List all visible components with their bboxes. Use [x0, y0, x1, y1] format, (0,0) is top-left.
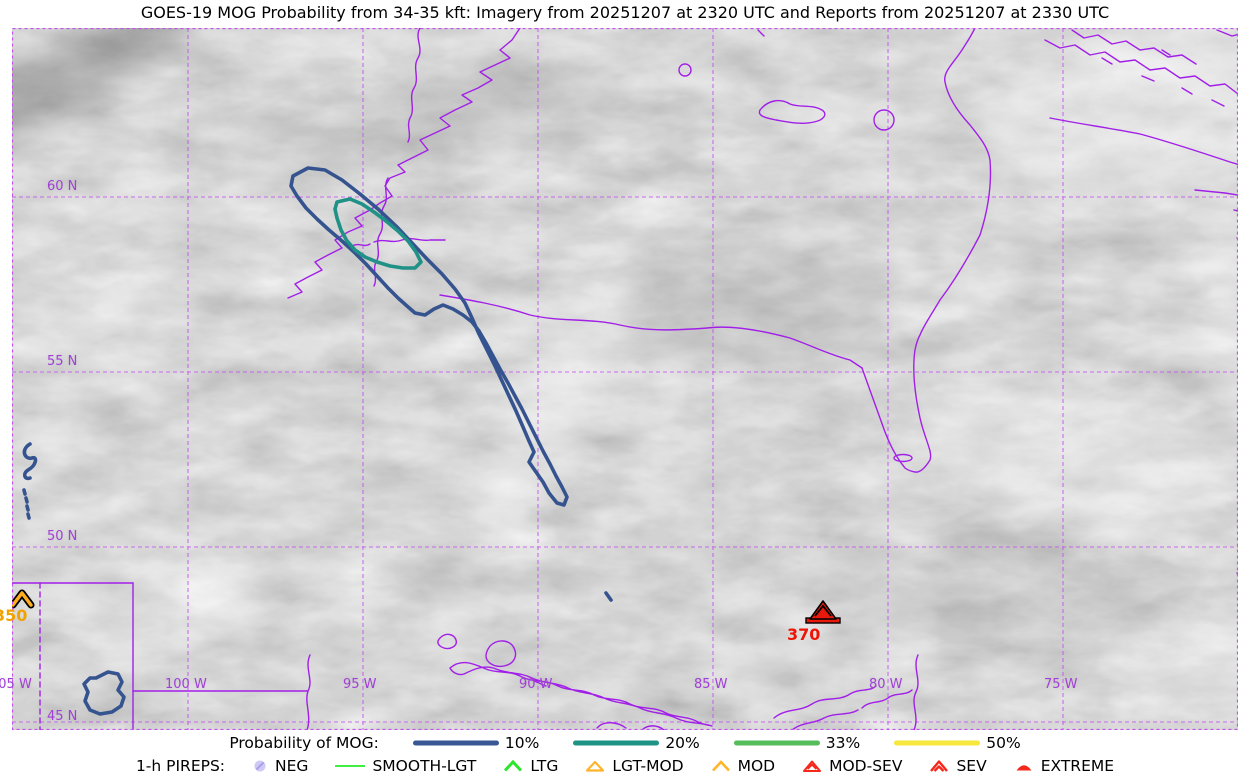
map-frame	[12, 28, 1238, 730]
legend-item-10pct: 10%	[412, 734, 540, 752]
legend-item-label: 20%	[665, 734, 700, 752]
legend-item-50pct: 50%	[894, 734, 1021, 752]
ltg-caret-icon	[504, 759, 523, 772]
lon-label-105w: 105 W	[0, 677, 32, 692]
lon-label-80w: 80 W	[869, 677, 903, 692]
lon-label-90w: 90 W	[519, 677, 553, 692]
lat-label-50n: 50 N	[47, 529, 78, 544]
extreme-triangle-icon	[1016, 765, 1032, 771]
neg-circle-slash-icon	[254, 760, 266, 772]
lon-label-95w: 95 W	[343, 677, 377, 692]
legend-item-label: MOD	[737, 757, 776, 775]
sev-double-caret-icon	[930, 760, 949, 772]
lon-label-100w: 100 W	[165, 677, 207, 692]
legend-item-33pct: 33%	[733, 734, 861, 752]
mod-sev-triangle-caret-icon	[803, 760, 822, 772]
lon-label-85w: 85 W	[694, 677, 728, 692]
mog-contour-20pct	[333, 197, 423, 270]
lat-label-60n: 60 N	[47, 179, 78, 194]
pirep-symbol-mod	[12, 589, 35, 609]
legend-item-label: 33%	[825, 734, 861, 752]
lat-label-55n: 55 N	[47, 354, 78, 369]
mog-contour-10pct	[22, 166, 613, 716]
lon-label-75w: 75 W	[1044, 677, 1078, 692]
legend-item-label: SMOOTH-LGT	[372, 757, 477, 775]
legend-item-mod-sev: MOD-SEV	[801, 757, 902, 775]
contour-50pct-swatch	[894, 740, 981, 746]
legend-item-smooth-lgt: SMOOTH-LGT	[334, 757, 476, 775]
legend-item-label: NEG	[275, 757, 309, 775]
legend-item-label: LTG	[530, 757, 559, 775]
satellite-texture	[12, 28, 1238, 730]
grid-lines	[12, 28, 1238, 730]
geographic-boundaries	[12, 28, 1238, 730]
legend-item-sev: SEV	[928, 757, 987, 775]
legend-probability-title: Probability of MOG:	[229, 734, 379, 752]
smooth-lgt-line-icon	[335, 765, 366, 767]
legend-item-label: 50%	[986, 734, 1021, 752]
legend-item-20pct: 20%	[573, 734, 700, 752]
legend-item-mod: MOD	[710, 757, 776, 775]
legend-item-label: LGT-MOD	[612, 757, 684, 775]
satellite-imagery-canvas	[12, 28, 1238, 730]
contour-10pct-swatch	[412, 740, 499, 746]
legend-pireps-row: 1-h PIREPS: NEG SMOOTH-LGT LTG LGT-MOD M…	[0, 755, 1250, 777]
legend-item-label: MOD-SEV	[829, 757, 903, 775]
legend-item-neg: NEG	[251, 757, 308, 775]
lat-label-45n: 45 N	[47, 709, 78, 724]
pirep-flight-level-350: 350	[0, 606, 28, 625]
legend-item-label: SEV	[956, 757, 987, 775]
pirep-symbol-mod-sev	[805, 600, 841, 624]
mod-caret-icon	[711, 760, 730, 772]
satellite-map: 60 N 55 N 50 N 45 N 105 W 100 W 95 W 90 …	[0, 28, 1238, 730]
contour-20pct-swatch	[573, 740, 660, 746]
legend-item-label: 10%	[504, 734, 540, 752]
lgt-mod-triangle-icon	[586, 760, 605, 772]
legend-item-extreme: EXTREME	[1013, 757, 1114, 775]
contour-33pct-swatch	[733, 740, 820, 746]
pirep-flight-level-370: 370	[787, 625, 821, 644]
legend-item-ltg: LTG	[502, 757, 558, 775]
legend-item-lgt-mod: LGT-MOD	[584, 757, 684, 775]
legend-pireps-title: 1-h PIREPS:	[135, 757, 226, 775]
legend-item-label: EXTREME	[1040, 757, 1115, 775]
page-title: GOES-19 MOG Probability from 34-35 kft: …	[140, 3, 1110, 22]
legend-probability-row: Probability of MOG: 10% 20% 33% 50%	[0, 733, 1250, 753]
